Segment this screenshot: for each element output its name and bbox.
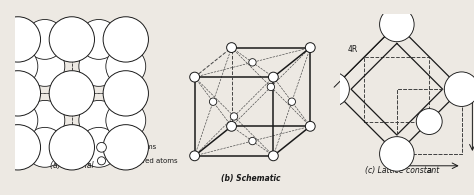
Text: Corner atoms: Corner atoms [109,144,156,150]
Text: Face centred atoms: Face centred atoms [109,158,178,164]
Circle shape [190,151,200,161]
Circle shape [444,72,474,106]
Circle shape [0,46,38,86]
Circle shape [380,137,414,171]
Circle shape [227,121,237,131]
Circle shape [0,125,41,170]
Circle shape [268,72,278,82]
Circle shape [305,43,315,52]
Circle shape [103,17,148,62]
Circle shape [49,17,94,62]
Circle shape [249,137,256,145]
Circle shape [380,7,414,42]
Circle shape [106,100,146,140]
Circle shape [0,71,41,116]
Circle shape [249,59,256,66]
Circle shape [210,98,217,105]
Circle shape [49,71,94,116]
Circle shape [25,46,65,86]
Text: (c) Lattice constant: (c) Lattice constant [365,167,439,176]
Circle shape [305,121,315,131]
Circle shape [106,46,146,86]
Circle shape [49,125,94,170]
Text: (b) Schematic: (b) Schematic [221,174,281,183]
Circle shape [25,20,65,59]
Text: (a) Pictorial: (a) Pictorial [50,161,94,170]
Circle shape [0,17,41,62]
Circle shape [79,100,119,140]
Circle shape [227,43,237,52]
Circle shape [98,157,106,165]
Text: 4R: 4R [347,45,358,54]
Circle shape [79,46,119,86]
Circle shape [315,72,349,106]
Circle shape [103,71,148,116]
Circle shape [103,125,148,170]
Circle shape [267,83,274,91]
Circle shape [25,100,65,140]
Circle shape [97,143,106,152]
Circle shape [268,151,278,161]
Circle shape [0,100,38,140]
Circle shape [25,127,65,167]
Circle shape [230,113,237,120]
Text: a: a [427,166,432,175]
Circle shape [190,72,200,82]
Circle shape [79,20,119,59]
Circle shape [416,109,442,135]
Circle shape [79,127,119,167]
Circle shape [288,98,295,105]
